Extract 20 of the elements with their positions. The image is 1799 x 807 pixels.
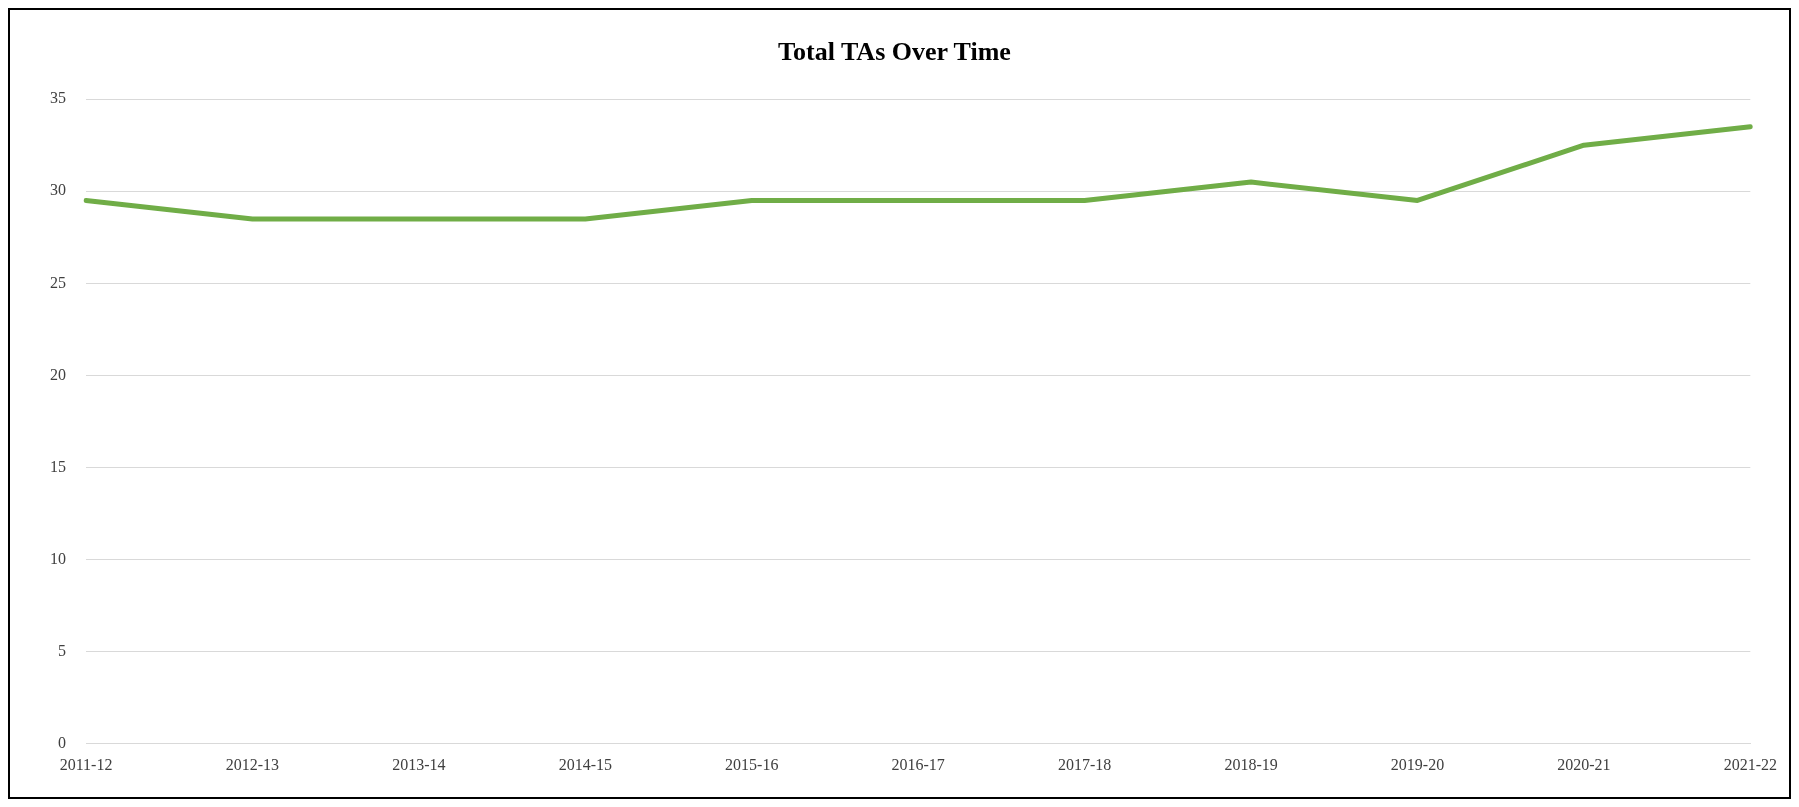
y-tick-label: 0 <box>58 734 66 751</box>
y-tick-label: 35 <box>50 89 66 107</box>
chart-title: Total TAs Over Time <box>778 37 1011 67</box>
x-tick-label: 2011-12 <box>59 755 113 773</box>
y-tick-label: 5 <box>58 641 66 659</box>
y-tick-label: 30 <box>50 181 66 199</box>
x-tick-label: 2013-14 <box>392 755 446 773</box>
x-tick-label: 2015-16 <box>725 755 779 773</box>
y-tick-label: 10 <box>50 549 66 567</box>
x-tick-label: 2017-18 <box>1057 755 1112 773</box>
x-tick-label: 2014-15 <box>558 755 612 773</box>
y-tick-label: 20 <box>50 365 66 383</box>
x-tick-label: 2020-21 <box>1557 755 1611 773</box>
x-tick-label: 2021-22 <box>1723 755 1777 773</box>
x-tick-label: 2016-17 <box>891 755 945 773</box>
x-tick-label: 2019-20 <box>1390 755 1445 773</box>
x-tick-label: 2012-13 <box>225 755 280 773</box>
y-tick-label: 25 <box>50 273 66 291</box>
x-tick-label: 2018-19 <box>1224 755 1278 773</box>
y-tick-label: 15 <box>50 457 66 475</box>
